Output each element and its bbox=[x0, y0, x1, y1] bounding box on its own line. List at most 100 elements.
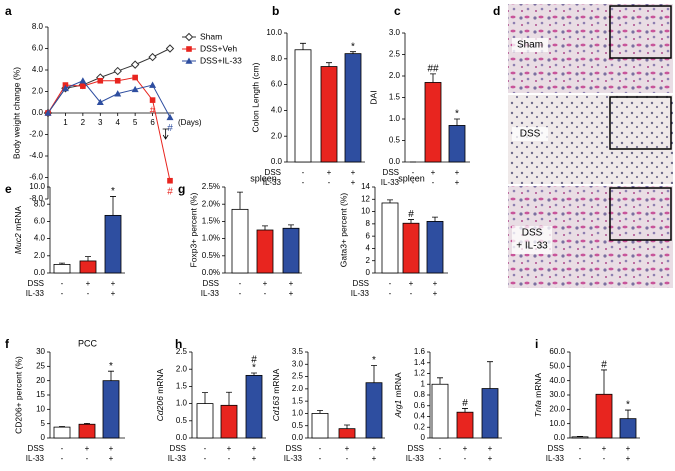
y-tick-label: 0.0 bbox=[32, 108, 44, 117]
bar bbox=[231, 208, 249, 274]
row-label: DSS bbox=[520, 129, 541, 140]
y-tick-label: 0 bbox=[366, 268, 371, 277]
treatment-value: - bbox=[603, 454, 606, 463]
treatment-value: + bbox=[109, 454, 114, 463]
y-tick-label: 2.0 bbox=[389, 71, 401, 80]
panel-letter: a bbox=[5, 4, 12, 18]
treatment-value: + bbox=[455, 178, 460, 187]
y-tick-label: 0.2 bbox=[414, 422, 426, 431]
y-tick-label: 12 bbox=[361, 194, 370, 203]
y-tick-label: 14 bbox=[361, 182, 370, 191]
treatment-label: DSS bbox=[203, 279, 219, 288]
y-tick-label: 4 bbox=[366, 244, 371, 253]
treatment-value: - bbox=[61, 289, 64, 298]
bar bbox=[448, 125, 466, 163]
panel-letter: h bbox=[175, 337, 182, 351]
treatment-value: + bbox=[433, 289, 438, 298]
treatment-label: IL-33 bbox=[351, 289, 370, 298]
treatment-label: IL-33 bbox=[263, 178, 282, 187]
y-tick-label: 1.2 bbox=[414, 369, 426, 378]
treatment-value: + bbox=[252, 444, 257, 453]
treatment-label: DSS bbox=[548, 444, 564, 453]
y-tick-label: 10 bbox=[361, 207, 370, 216]
treatment-label: IL-33 bbox=[26, 289, 45, 298]
error-bar bbox=[251, 372, 257, 376]
treatment-value: + bbox=[351, 168, 356, 177]
bar bbox=[196, 403, 214, 439]
y-tick-label: 50.0 bbox=[549, 361, 565, 370]
treatment-value: - bbox=[87, 289, 90, 298]
y-tick-label: -6.0 bbox=[29, 173, 43, 182]
bar bbox=[282, 227, 300, 274]
y-tick-label: 25 bbox=[36, 361, 45, 370]
significance-mark: * bbox=[351, 41, 355, 52]
row-label: + IL-33 bbox=[516, 241, 548, 252]
treatment-label: DSS bbox=[383, 168, 399, 177]
point bbox=[80, 83, 86, 89]
error-bar bbox=[387, 199, 393, 203]
point bbox=[132, 74, 138, 81]
y-tick-label: 2.0 bbox=[292, 384, 304, 393]
point bbox=[113, 66, 122, 76]
treatment-value: - bbox=[264, 289, 267, 298]
treatment-label: DSS bbox=[28, 444, 44, 453]
y-tick-label: -2.0 bbox=[29, 130, 43, 139]
treatment-value: - bbox=[319, 454, 322, 463]
y-tick-label: 60.0 bbox=[549, 347, 565, 356]
y-tick-label: 0.0 bbox=[554, 433, 566, 442]
y-tick-label: 3.5 bbox=[292, 347, 304, 356]
bar bbox=[402, 222, 420, 274]
point bbox=[96, 98, 104, 106]
y-tick-label: 6.0 bbox=[34, 217, 46, 226]
panel-d: d Sham DSS DSS + IL-33 bbox=[493, 4, 673, 288]
y-tick-label: 2.5 bbox=[176, 347, 188, 356]
y-tick-label: 30 bbox=[36, 347, 45, 356]
y-tick-label: 3.0 bbox=[389, 28, 401, 37]
bar bbox=[294, 49, 312, 163]
treatment-value: - bbox=[328, 178, 331, 187]
treatment-value: + bbox=[252, 454, 257, 463]
significance-mark: # bbox=[150, 106, 156, 117]
series-line bbox=[47, 76, 171, 181]
y-tick-label: 10.0 bbox=[29, 182, 45, 191]
y-tick-label: 3.0 bbox=[292, 359, 304, 368]
treatment-value: - bbox=[239, 289, 242, 298]
error-bar bbox=[462, 408, 468, 413]
treatment-value: + bbox=[626, 444, 631, 453]
y-tick-label: 0.5% bbox=[202, 251, 220, 260]
significance-mark: # bbox=[601, 360, 607, 371]
inset bbox=[609, 187, 672, 241]
treatment-value: + bbox=[372, 454, 377, 463]
point bbox=[130, 60, 140, 69]
treatment-value: - bbox=[302, 168, 305, 177]
significance-mark: * bbox=[109, 361, 113, 372]
y-tick-label: 1.0 bbox=[292, 409, 304, 418]
treatment-value: - bbox=[302, 178, 305, 187]
bar bbox=[53, 426, 71, 439]
y-tick-label: 2.0 bbox=[32, 87, 44, 96]
error-bar bbox=[226, 391, 232, 406]
error-bar bbox=[432, 216, 438, 222]
treatment-value: + bbox=[463, 444, 468, 453]
error-bar bbox=[300, 42, 306, 50]
treatment-label: IL-33 bbox=[168, 454, 187, 463]
treatment-label: DSS bbox=[286, 444, 302, 453]
treatment-label: DSS bbox=[353, 279, 369, 288]
error-bar bbox=[262, 225, 268, 230]
error-bar bbox=[84, 422, 90, 425]
y-tick-label: 1.6 bbox=[414, 347, 426, 356]
error-bar bbox=[317, 410, 323, 414]
error-bar bbox=[59, 426, 65, 428]
point bbox=[97, 77, 104, 84]
point bbox=[167, 177, 173, 184]
y-tick-label: 8.0 bbox=[32, 22, 44, 31]
error-bar bbox=[437, 377, 443, 385]
bar bbox=[104, 214, 122, 274]
treatment-value: - bbox=[412, 168, 415, 177]
point bbox=[149, 97, 156, 103]
bar bbox=[245, 374, 263, 439]
chart-title: spleen bbox=[398, 173, 425, 183]
y-tick-label: 1.0% bbox=[202, 234, 220, 243]
y-axis-label: Foxp3+ percent (%) bbox=[188, 192, 198, 267]
y-axis-label: DAI bbox=[368, 90, 378, 104]
